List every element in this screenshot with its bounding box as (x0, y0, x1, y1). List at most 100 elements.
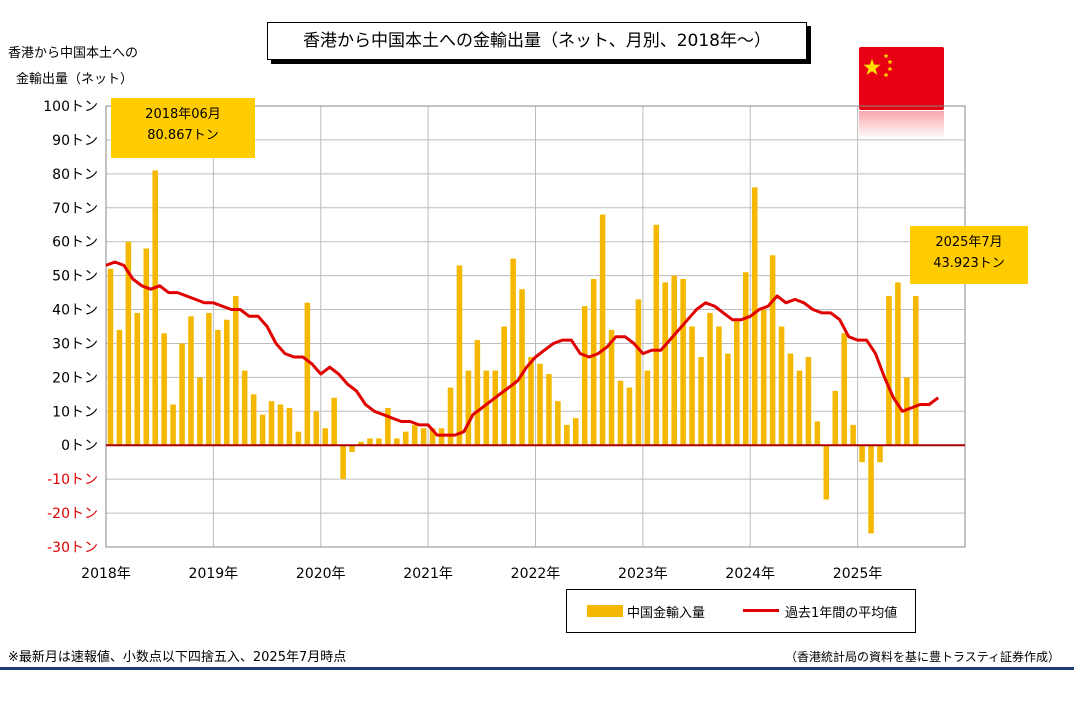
bar (868, 445, 874, 534)
callout-first-value: 80.867トン (147, 128, 219, 143)
bar (456, 265, 463, 446)
y-tick-label: 80トン (52, 167, 98, 183)
bar (662, 282, 669, 446)
x-tick-label: 2022年 (511, 566, 561, 582)
bar (394, 438, 400, 446)
bar (886, 295, 892, 446)
bar (841, 333, 847, 446)
bar (295, 431, 302, 446)
bar (277, 404, 284, 446)
bar (814, 421, 821, 446)
bar (743, 272, 749, 446)
y-tick-label: 30トン (52, 336, 98, 352)
bar (232, 295, 239, 446)
bar (411, 424, 418, 446)
bar (760, 309, 767, 446)
bar (707, 312, 713, 446)
bar (152, 170, 158, 446)
bar (850, 424, 856, 446)
bottom-rule (0, 667, 1074, 670)
callout-first: 2018年06月 80.867トン (111, 98, 255, 158)
y-tick-label: 0トン (61, 438, 98, 454)
bar (438, 428, 445, 446)
bar (250, 394, 257, 446)
bar (895, 282, 901, 446)
x-tick-label: 2019年 (189, 566, 239, 582)
x-tick-label: 2023年 (618, 566, 668, 582)
bar (751, 187, 758, 446)
y-tick-label: -20トン (47, 506, 98, 522)
bar (823, 445, 830, 500)
callout-first-date: 2018年06月 (145, 107, 221, 122)
bar (322, 428, 328, 446)
bar (859, 445, 865, 463)
bar (680, 279, 686, 446)
bar (313, 411, 320, 446)
legend-line-swatch (743, 609, 779, 612)
footnote-right: （香港統計局の資料を基に豊トラスティ証券作成） (784, 650, 1060, 664)
y-tick-label: 40トン (52, 303, 98, 319)
y-tick-label: 50トン (52, 269, 98, 285)
y-tick-label: 10トン (52, 404, 98, 420)
bar (483, 370, 490, 446)
bar (402, 431, 409, 446)
bar (581, 306, 588, 446)
bar (107, 268, 114, 446)
bar (510, 258, 516, 446)
x-tick-label: 2024年 (725, 566, 775, 582)
bar (698, 357, 704, 446)
bar (376, 438, 382, 446)
legend: 中国金輸入量 過去1年間の平均値 (566, 589, 916, 633)
y-tick-label: 90トン (52, 133, 98, 149)
y-tick-label: 60トン (52, 235, 98, 251)
flag-reflection (859, 111, 944, 139)
y-axis-title-line2: 金輸出量（ネット） (16, 72, 134, 87)
y-tick-label: 100トン (43, 99, 98, 115)
bar (206, 312, 212, 446)
x-tick-label: 2018年 (81, 566, 131, 582)
legend-line-label: 過去1年間の平均値 (785, 606, 898, 621)
bar (241, 370, 248, 446)
callout-last-value: 43.923トン (933, 256, 1005, 271)
bar (725, 353, 731, 446)
x-tick-label: 2025年 (833, 566, 883, 582)
x-tick-label: 2020年 (296, 566, 346, 582)
bar (474, 340, 481, 446)
bar (599, 214, 606, 446)
bar (501, 326, 507, 446)
bar (617, 380, 624, 446)
y-tick-label: 70トン (52, 201, 98, 217)
y-tick-label: -30トン (47, 540, 98, 556)
bar (179, 343, 185, 446)
bar (716, 326, 722, 446)
bar (590, 279, 597, 446)
bar (420, 428, 427, 446)
bar (644, 370, 651, 446)
bar (188, 316, 194, 446)
bar (689, 326, 695, 446)
bar (734, 319, 740, 446)
bar (331, 397, 337, 446)
y-axis-title-line1: 香港から中国本土への (8, 46, 139, 61)
bar (304, 302, 311, 446)
bar (537, 363, 543, 446)
bar (904, 377, 910, 446)
bar (492, 370, 499, 446)
bar (465, 370, 472, 446)
bar (116, 329, 123, 446)
bar (429, 428, 436, 446)
plot-area (105, 105, 966, 548)
bar (671, 275, 677, 446)
bar (286, 407, 293, 446)
bar (653, 224, 660, 446)
y-tick-label: -10トン (47, 472, 98, 488)
bar (259, 414, 266, 446)
legend-bar-label: 中国金輸入量 (627, 606, 706, 621)
bar (528, 357, 534, 446)
footnote-left: ※最新月は速報値、小数点以下四捨五入、2025年7月時点 (8, 650, 347, 665)
bar (143, 248, 150, 446)
x-tick-label: 2021年 (403, 566, 453, 582)
bar (796, 370, 803, 446)
bar (197, 377, 203, 446)
bar (546, 373, 552, 446)
